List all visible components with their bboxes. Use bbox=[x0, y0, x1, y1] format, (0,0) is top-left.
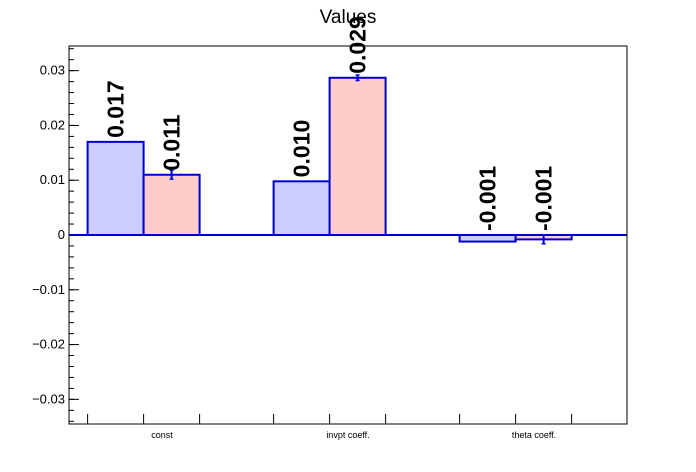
y-tick-label: 0.03 bbox=[40, 63, 65, 78]
data-labels: 0.017 0.010 -0.001 0.011 0.029 -0.001 bbox=[103, 16, 557, 231]
x-category-label: invpt coeff. bbox=[326, 430, 369, 440]
bar bbox=[272, 180, 331, 237]
y-tick-label: 0.02 bbox=[40, 117, 65, 132]
y-tick-label: 0 bbox=[58, 227, 65, 242]
chart-title: Values bbox=[320, 7, 377, 28]
data-label: 0.011 bbox=[159, 114, 185, 170]
plot-frame bbox=[68, 45, 628, 425]
data-label: 0.017 bbox=[103, 80, 129, 138]
data-label: 0.010 bbox=[289, 120, 315, 178]
data-label: -0.001 bbox=[475, 166, 501, 231]
data-label: -0.001 bbox=[531, 166, 557, 231]
x-category-label: theta coeff. bbox=[512, 430, 556, 440]
y-tick-label: 0.01 bbox=[40, 172, 65, 187]
axis-ticks: −0.03 −0.02 −0.01 0 0.01 0.02 0.03 const invpt c… bbox=[32, 48, 573, 440]
bar bbox=[328, 76, 387, 236]
bars bbox=[69, 74, 627, 245]
y-tick-label: −0.03 bbox=[32, 391, 65, 406]
y-tick-label: −0.02 bbox=[32, 337, 65, 352]
bar bbox=[86, 140, 145, 236]
x-category-label: const bbox=[151, 430, 173, 440]
y-tick-label: −0.01 bbox=[32, 282, 65, 297]
data-label: 0.029 bbox=[345, 16, 371, 74]
bar bbox=[142, 173, 201, 237]
